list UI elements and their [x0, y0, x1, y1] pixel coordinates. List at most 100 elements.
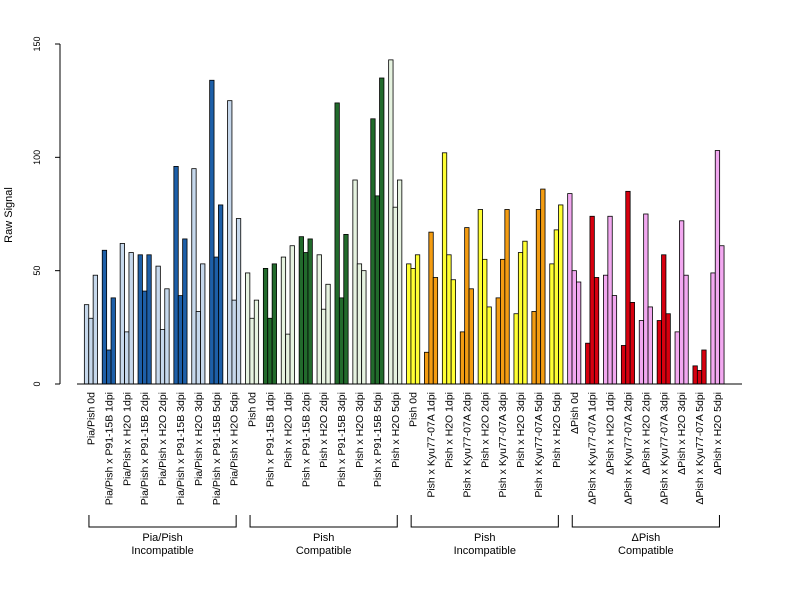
bar [370, 118, 376, 385]
category-label: Pish x Kyu77-07A 3dpi [497, 392, 509, 498]
bar [464, 227, 470, 385]
group-label-line2: Compatible [618, 545, 674, 557]
bar [477, 209, 483, 385]
category-labels: Pia/Pish 0d Pia/Pish x P91-15B 1dpi Pia/Pi… [85, 392, 724, 505]
bar [661, 254, 667, 385]
bar [517, 252, 524, 385]
bar [280, 256, 287, 385]
category-label: ΔPish 0d [569, 392, 581, 434]
bar [585, 342, 591, 385]
bar [531, 311, 537, 385]
bar [307, 238, 313, 385]
bar [218, 204, 224, 385]
bar [414, 254, 421, 385]
bar [146, 254, 152, 385]
category-label: Pia/Pish x H2O 1dpi [121, 392, 133, 486]
bar [195, 311, 201, 385]
bar [253, 299, 260, 385]
bar [710, 272, 716, 385]
bar [321, 308, 327, 385]
bar [379, 77, 385, 385]
group-label-line2: Incompatible [454, 545, 516, 557]
bar [245, 272, 251, 385]
category-label: Pish x P91-15B 2dpi [300, 392, 312, 487]
bar [406, 263, 412, 385]
group-label-line2: Compatible [296, 545, 352, 557]
category-label: Pia/Pish x P91-15B 1dpi [103, 392, 115, 505]
category-label: ΔPish x H2O 3dpi [676, 392, 688, 475]
bar [227, 100, 233, 385]
bar [679, 220, 685, 385]
bar [352, 179, 358, 385]
bar [593, 277, 600, 385]
bar [486, 306, 492, 385]
bar [200, 263, 206, 385]
category-label: ΔPish x Kyu77-07A 2dpi [622, 392, 634, 505]
bar [424, 351, 430, 385]
bar [441, 152, 448, 385]
bar [482, 258, 488, 385]
bar [571, 270, 577, 385]
category-label: ΔPish x H2O 2dpi [640, 392, 652, 475]
category-label: Pish x Kyu77-07A 1dpi [426, 392, 438, 498]
category-label: ΔPish x H2O 5dpi [712, 392, 724, 475]
bar [142, 290, 148, 385]
category-label: Pia/Pish x H2O 5dpi [229, 392, 241, 486]
group-label-line1: Pish [474, 532, 495, 544]
bar [124, 331, 130, 385]
category-label: Pish x H2O 1dpi [282, 392, 294, 468]
bar [629, 301, 635, 385]
group-bracket [571, 515, 720, 528]
category-label: ΔPish x Kyu77-07A 1dpi [587, 392, 599, 505]
category-label: Pish 0d [408, 392, 420, 427]
category-label: Pish x P91-15B 5dpi [372, 392, 384, 487]
bar [714, 150, 721, 385]
bar [603, 274, 609, 385]
bar [625, 190, 631, 385]
bar [119, 243, 125, 385]
bar [504, 209, 510, 385]
bar [92, 274, 98, 385]
bar [267, 317, 273, 385]
bar [338, 297, 345, 385]
category-label: Pish x H2O 3dpi [515, 392, 527, 468]
bar [432, 277, 439, 385]
bar [665, 313, 671, 385]
category-label: Pish x H2O 2dpi [318, 392, 330, 468]
group-label-line1: Pia/Pish [142, 532, 182, 544]
bar [303, 252, 309, 385]
bar [374, 195, 380, 385]
bar [549, 263, 555, 385]
bar [213, 256, 219, 385]
category-label: Pish x H2O 1dpi [443, 392, 455, 468]
bar [567, 193, 573, 385]
bar [285, 333, 291, 385]
bar [159, 329, 166, 385]
bar [361, 270, 367, 385]
bar [101, 249, 108, 385]
bar [647, 306, 653, 385]
category-label: Pish 0d [247, 392, 259, 427]
group-label-line1: Pish [313, 532, 334, 544]
group-bracket [410, 515, 559, 528]
bar [468, 288, 474, 385]
bar [397, 179, 403, 385]
bar [535, 209, 542, 385]
bar [656, 320, 662, 385]
bar [553, 229, 559, 385]
bar [110, 297, 116, 385]
bar [589, 215, 595, 385]
group-label-line2: Incompatible [131, 545, 193, 557]
bar [106, 349, 112, 385]
category-label: Pia/Pish x P91-15B 5dpi [211, 392, 223, 505]
y-tick-label: 0 [32, 381, 42, 386]
category-label: Pia/Pish x H2O 2dpi [157, 392, 169, 486]
bar [128, 252, 134, 385]
category-label: Pia/Pish x H2O 3dpi [193, 392, 205, 486]
bar [173, 165, 179, 385]
bar [576, 281, 582, 385]
category-label: ΔPish x H2O 1dpi [605, 392, 617, 475]
bar [719, 245, 725, 385]
y-axis: 0 50 100 150 [32, 36, 61, 387]
bar [231, 299, 237, 385]
